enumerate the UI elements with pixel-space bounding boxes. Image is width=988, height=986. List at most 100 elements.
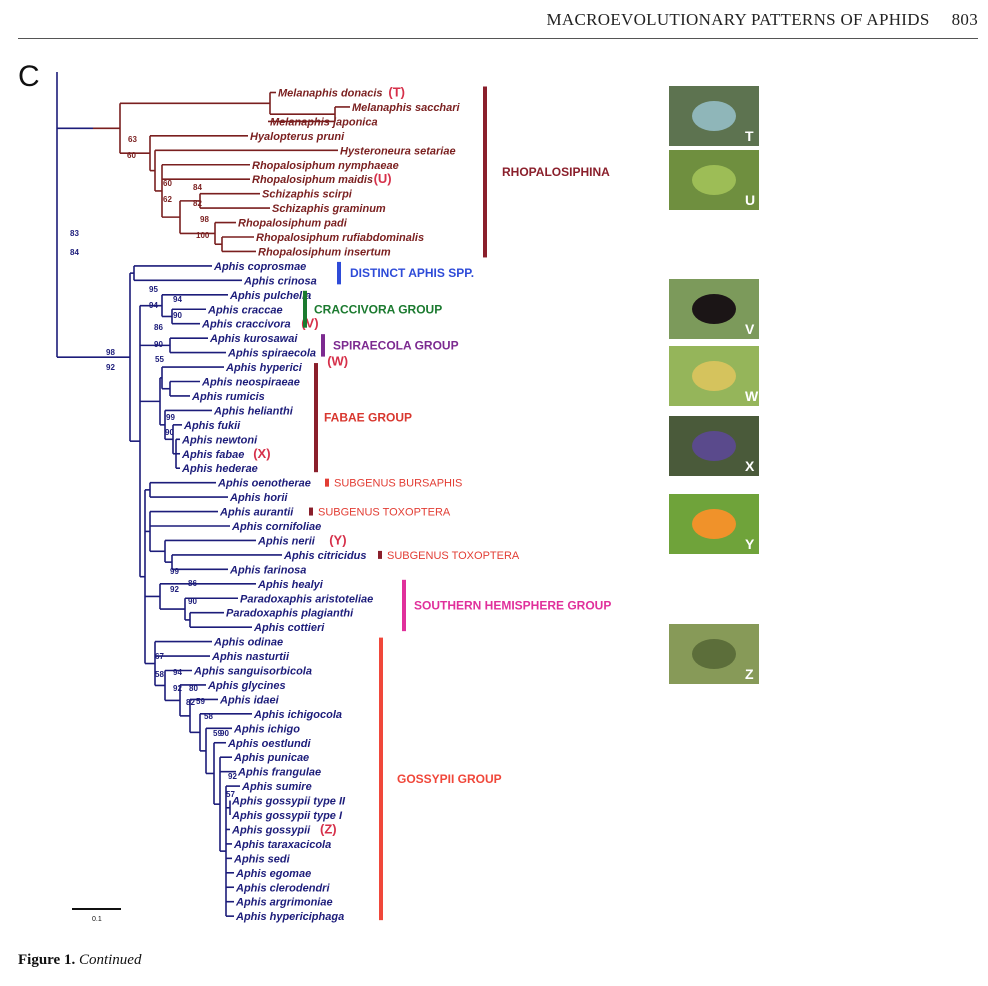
group-bar-distinct — [337, 261, 341, 285]
taxon-label: Paradoxaphis plagianthi — [226, 608, 354, 620]
taxon-label: Aphis oestlundi — [227, 738, 311, 750]
taxon-label: Hyalopterus pruni — [250, 131, 345, 143]
support-value: 90 — [154, 340, 163, 349]
group-bar-craccivora — [303, 290, 307, 328]
support-value: 59 — [213, 729, 222, 738]
figure-caption: Figure 1. Continued — [18, 952, 141, 969]
taxon-label: Aphis cornifoliae — [231, 521, 321, 533]
group-label-fabae: FABAE GROUP — [324, 411, 412, 425]
taxon-label: Aphis odinae — [213, 637, 283, 649]
support-values: 83 84 63 60 60 62 84 82 98 100 95 94 94 90 86 90 98 92 55 9… — [70, 135, 237, 799]
support-value: 60 — [127, 151, 136, 160]
group-label-toxoptera2: SUBGENUS TOXOPTERA — [387, 550, 520, 562]
photo-tag: W — [745, 388, 759, 404]
taxon-label: Melanaphis donacis — [278, 88, 383, 100]
taxon-label: Aphis ichigocola — [253, 709, 342, 721]
support-value: 58 — [155, 670, 164, 679]
support-value: 92 — [228, 772, 237, 781]
support-value: 62 — [163, 195, 172, 204]
taxon-label: Aphis fabae — [181, 449, 244, 461]
support-value: 84 — [70, 248, 79, 257]
group-bar-toxoptera2 — [378, 550, 382, 559]
support-value: 90 — [188, 597, 197, 606]
support-value: 82 — [186, 698, 195, 707]
taxon-label: Aphis helianthi — [213, 405, 294, 417]
page-number: 803 — [951, 10, 978, 29]
group-label-rhopalosiphina: RHOPALOSIPHINA — [502, 165, 610, 179]
taxon-label: Aphis aurantii — [219, 507, 294, 519]
taxon-label: Aphis sanguisorbicola — [193, 666, 312, 678]
group-label-craccivora: CRACCIVORA GROUP — [314, 302, 442, 316]
taxon-label: Hysteroneura setariae — [340, 145, 456, 157]
group-annotations: RHOPALOSIPHINA DISTINCT APHIS SPP. CRACCIV… — [303, 86, 611, 921]
taxon-label: Aphis farinosa — [229, 564, 306, 576]
photo-ref-nerii: (Y) — [329, 532, 346, 547]
support-value: 94 — [173, 295, 182, 304]
taxon-label: Rhopalosiphum nymphaeae — [252, 160, 399, 172]
aphid-body — [692, 165, 736, 195]
aphid-photo-x: X — [669, 416, 759, 476]
support-value: 100 — [196, 231, 210, 240]
support-value: 94 — [173, 668, 182, 677]
photo-ref-gossypii: (Z) — [320, 821, 337, 836]
support-value: 98 — [106, 348, 115, 357]
support-value: 83 — [70, 229, 79, 238]
support-value: 86 — [188, 579, 197, 588]
header-rule — [18, 38, 978, 39]
aphid-body — [692, 294, 736, 324]
taxon-label: Aphis healyi — [257, 579, 324, 591]
taxon-label: Schizaphis scirpi — [262, 189, 353, 201]
caption-label: Figure 1. — [18, 952, 76, 968]
taxon-label: Aphis argrimoniae — [235, 897, 333, 909]
taxon-label: Melanaphis sacchari — [352, 102, 461, 114]
taxon-labels: Melanaphis donacis Melanaphis sacchari Mel… — [181, 85, 461, 924]
support-value: 95 — [149, 285, 158, 294]
support-value: 60 — [163, 179, 172, 188]
aphid-photo-y: Y — [669, 494, 759, 554]
taxon-label: Aphis crinosa — [243, 275, 317, 287]
group-bar-gossypii — [379, 637, 383, 921]
taxon-label: Aphis oenotherae — [217, 478, 311, 490]
taxon-label: Aphis coprosmae — [213, 261, 306, 273]
taxon-label: Aphis nasturtii — [211, 651, 290, 663]
taxon-label: Aphis kurosawai — [209, 333, 298, 345]
photo-ref-maidis: (U) — [374, 171, 392, 186]
taxon-label: Aphis newtoni — [181, 434, 258, 446]
taxon-label: Schizaphis graminum — [272, 203, 386, 215]
running-head: MACROEVOLUTIONARY PATTERNS OF APHIDS 803 — [546, 10, 978, 30]
aphid-body — [692, 431, 736, 461]
taxon-label: Aphis craccivora — [201, 319, 291, 331]
tree-branches — [56, 72, 350, 917]
group-bar-rhopalosiphina — [483, 86, 487, 258]
taxon-label: Aphis sumire — [241, 781, 312, 793]
taxon-label: Rhopalosiphum maidis — [252, 174, 373, 186]
support-value: 59 — [196, 697, 205, 706]
support-value: 92 — [170, 585, 179, 594]
aphid-photo-z: Z — [669, 624, 759, 684]
aphid-body — [692, 509, 736, 539]
support-value: 63 — [128, 135, 137, 144]
running-head-title: MACROEVOLUTIONARY PATTERNS OF APHIDS — [546, 10, 930, 29]
group-label-distinct: DISTINCT APHIS SPP. — [350, 266, 474, 280]
taxon-label: Aphis neospiraeae — [201, 377, 300, 389]
taxon-label: Aphis cottieri — [253, 622, 325, 634]
photo-ref-fabae: (X) — [253, 446, 270, 461]
support-value: 92 — [106, 363, 115, 372]
photo-tag: Z — [745, 666, 754, 682]
taxon-label: Aphis rumicis — [191, 391, 265, 403]
aphid-body — [692, 361, 736, 391]
photo-tag: X — [745, 458, 755, 474]
group-bar-toxoptera1 — [309, 507, 313, 516]
taxon-label: Rhopalosiphum rufiabdominalis — [256, 232, 424, 244]
taxon-label: Rhopalosiphum padi — [238, 218, 348, 230]
caption-text: Continued — [78, 952, 142, 968]
aphid-body — [692, 639, 736, 669]
support-value: 92 — [173, 684, 182, 693]
support-value: 99 — [166, 413, 175, 422]
support-value: 90 — [165, 428, 174, 437]
photo-ref-spiraecola: (W) — [327, 354, 348, 369]
aphid-photo-t: T — [669, 86, 759, 146]
taxon-label: Aphis horii — [229, 492, 288, 504]
taxon-label: Aphis sedi — [233, 853, 291, 865]
photo-tag: T — [745, 128, 754, 144]
